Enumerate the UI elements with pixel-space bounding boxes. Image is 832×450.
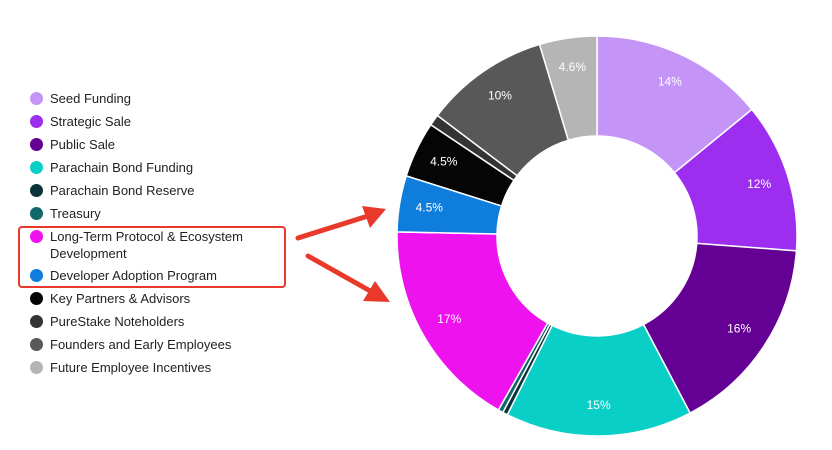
- arrow-to-magenta-slice: [305, 253, 375, 295]
- legend-label: Parachain Bond Reserve: [50, 183, 195, 198]
- annotation-arrows: [295, 206, 390, 302]
- legend-label: Parachain Bond Funding: [50, 160, 194, 175]
- legend-item-future-employee: Future Employee Incentives: [30, 359, 300, 376]
- legend-item-founders: Founders and Early Employees: [30, 336, 300, 353]
- legend-swatch: [30, 92, 43, 105]
- legend-swatch: [30, 115, 43, 128]
- legend-label: Treasury: [50, 206, 101, 221]
- slice-value-label: 4.5%: [430, 155, 458, 169]
- legend-label: Strategic Sale: [50, 114, 131, 129]
- slice-value-label: 4.6%: [559, 60, 587, 74]
- legend-label: Future Employee Incentives: [50, 360, 212, 375]
- legend-swatch: [30, 184, 43, 197]
- slice-value-label: 15%: [587, 398, 611, 412]
- legend-label: Developer Adoption Program: [50, 268, 217, 283]
- legend-item-seed-funding: Seed Funding: [30, 90, 300, 107]
- donut-slice-labels: 14% 12% 16% 15% 17% 4.5% 4.5% 10% 4.6%: [416, 60, 772, 412]
- legend-label: PureStake Noteholders: [50, 314, 185, 329]
- arrow-to-blue-slice: [295, 213, 371, 241]
- donut-slice: [596, 35, 753, 174]
- donut-slice: [506, 323, 692, 437]
- legend-label: Seed Funding: [50, 91, 131, 106]
- legend-item-parachain-bond-funding: Parachain Bond Funding: [30, 159, 300, 176]
- legend-swatch: [30, 161, 43, 174]
- legend-item-parachain-bond-reserve: Parachain Bond Reserve: [30, 182, 300, 199]
- legend-item-developer-adoption: Developer Adoption Program: [30, 267, 300, 284]
- legend-label: Public Sale: [50, 137, 116, 152]
- legend-label: Founders and Early Employees: [50, 337, 232, 352]
- legend-item-treasury: Treasury: [30, 205, 300, 222]
- chart-legend: Seed Funding Strategic Sale Public Sale …: [30, 90, 300, 382]
- donut-slice: [396, 231, 549, 412]
- legend-item-strategic-sale: Strategic Sale: [30, 113, 300, 130]
- legend-label: Key Partners & Advisors: [50, 291, 191, 306]
- legend-swatch: [30, 230, 43, 243]
- legend-swatch: [30, 292, 43, 305]
- legend-item-long-term-protocol: Long-Term Protocol & Ecosystem Developme…: [30, 228, 300, 262]
- legend-swatch: [30, 338, 43, 351]
- legend-item-purestake-noteholders: PureStake Noteholders: [30, 313, 300, 330]
- slice-value-label: 17%: [437, 312, 461, 326]
- legend-swatch: [30, 361, 43, 374]
- slice-value-label: 4.5%: [416, 201, 444, 215]
- legend-label: Long-Term Protocol & Ecosystem Developme…: [50, 229, 243, 261]
- arrow-head-lower: [363, 281, 390, 302]
- donut-slice: [538, 35, 598, 142]
- legend-swatch: [30, 315, 43, 328]
- donut-slices: [396, 35, 798, 437]
- slice-value-label: 16%: [727, 321, 751, 335]
- arrow-head-upper: [362, 206, 386, 228]
- highlight-box: [18, 226, 286, 288]
- slice-value-label: 12%: [747, 177, 771, 191]
- legend-swatch: [30, 269, 43, 282]
- slice-value-label: 10%: [488, 89, 512, 103]
- legend-item-public-sale: Public Sale: [30, 136, 300, 153]
- slice-value-label: 14%: [658, 75, 682, 89]
- donut-slice: [642, 242, 798, 415]
- legend-swatch: [30, 138, 43, 151]
- legend-swatch: [30, 207, 43, 220]
- legend-item-key-partners: Key Partners & Advisors: [30, 290, 300, 307]
